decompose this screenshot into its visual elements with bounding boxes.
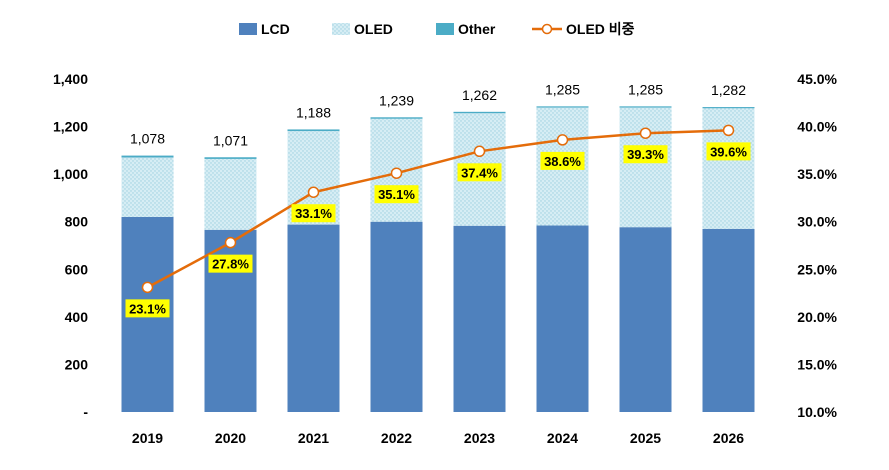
legend-swatch-lcd: [239, 23, 257, 35]
y-right-tick-label: 20.0%: [797, 309, 837, 325]
oled-share-data-label: 35.1%: [378, 187, 415, 202]
oled-share-data-label: 39.3%: [627, 147, 664, 162]
bar-total-label: 1,078: [130, 131, 165, 147]
y-right-tick-label: 45.0%: [797, 71, 837, 87]
bar-oled-2025: [619, 107, 672, 228]
bar-other-2021: [287, 129, 340, 132]
oled-share-data-label: 38.6%: [544, 154, 581, 169]
oled-share-data-label: 23.1%: [129, 301, 166, 316]
y-right-tick-label: 30.0%: [797, 214, 837, 230]
bar-oled-2019: [121, 157, 174, 217]
y-right-tick-label: 40.0%: [797, 119, 837, 135]
bar-other-2024: [536, 106, 589, 108]
bar-lcd-2022: [370, 221, 423, 412]
bar-other-2022: [370, 117, 423, 119]
bar-other-2020: [204, 157, 257, 159]
x-tick-label: 2023: [464, 430, 495, 446]
legend-swatch-marker: [541, 23, 553, 35]
y-right-tick-label: 35.0%: [797, 166, 837, 182]
legend-swatch-oled: [332, 23, 350, 35]
oled-share-line: [146, 129, 729, 289]
y-left-tick-label: 1,200: [53, 119, 88, 135]
pct-label-highlight: [125, 299, 170, 318]
x-tick-label: 2022: [381, 430, 412, 446]
bar-other-2026: [702, 107, 755, 109]
bar-other-2025: [619, 106, 672, 108]
oled-share-point: [473, 145, 486, 158]
bar-total-label: 1,262: [462, 87, 497, 103]
oled-share-point: [307, 186, 320, 198]
x-tick-label: 2021: [298, 430, 329, 446]
y-right-tick-label: 15.0%: [797, 356, 837, 372]
x-tick-label: 2020: [215, 430, 246, 446]
y-left-tick-label: 200: [65, 356, 89, 372]
y-left-tick-label: -: [83, 404, 88, 420]
bar-lcd-2024: [536, 225, 589, 412]
legend-label-oled: OLED: [354, 21, 393, 37]
x-tick-label: 2024: [547, 430, 578, 446]
oled-share-point: [639, 127, 652, 139]
pct-label-highlight: [374, 185, 419, 204]
pct-label-highlight: [623, 145, 668, 164]
x-tick-label: 2025: [630, 430, 661, 446]
oled-share-point: [224, 236, 237, 249]
oled-share-data-label: 39.6%: [710, 144, 747, 159]
y-left-tick-label: 800: [65, 214, 89, 230]
oled-share-data-label: 37.4%: [461, 165, 498, 180]
oled-share-point: [556, 134, 569, 146]
legend-label-other: Other: [458, 21, 496, 37]
legend-swatch-other: [436, 23, 454, 35]
bar-total-label: 1,285: [628, 81, 663, 97]
oled-share-data-label: 27.8%: [212, 257, 249, 272]
pct-label-highlight: [457, 163, 502, 182]
bar-oled-2020: [204, 158, 257, 230]
bar-lcd-2026: [702, 228, 755, 412]
y-left-tick-label: 600: [65, 261, 89, 277]
bar-other-2023: [453, 111, 506, 114]
pct-label-highlight: [706, 142, 751, 161]
y-right-tick-label: 25.0%: [797, 261, 837, 277]
bar-total-label: 1,282: [711, 82, 746, 98]
oled-share-point: [722, 124, 735, 137]
pct-label-highlight: [208, 254, 253, 273]
x-tick-label: 2026: [713, 430, 744, 446]
y-right-tick-label: 10.0%: [797, 404, 837, 420]
pct-label-highlight: [291, 204, 336, 223]
y-left-tick-label: 400: [65, 309, 89, 325]
bar-lcd-2021: [287, 224, 340, 412]
bar-lcd-2025: [619, 227, 672, 412]
x-tick-label: 2019: [132, 430, 163, 446]
bar-total-label: 1,071: [213, 132, 248, 148]
y-left-tick-label: 1,400: [53, 71, 88, 87]
oled-share-point: [141, 281, 154, 294]
bar-other-2019: [121, 155, 174, 158]
y-left-tick-label: 1,000: [53, 166, 88, 182]
legend-label-lcd: LCD: [261, 21, 290, 37]
bar-total-label: 1,188: [296, 104, 331, 120]
oled-share-data-label: 33.1%: [295, 206, 332, 221]
legend-label-oled-share: OLED 비중: [566, 21, 635, 37]
oled-share-point: [390, 167, 403, 179]
bar-total-label: 1,239: [379, 92, 414, 108]
bar-total-label: 1,285: [545, 81, 580, 97]
pct-label-highlight: [540, 151, 585, 170]
bar-lcd-2023: [453, 225, 506, 412]
